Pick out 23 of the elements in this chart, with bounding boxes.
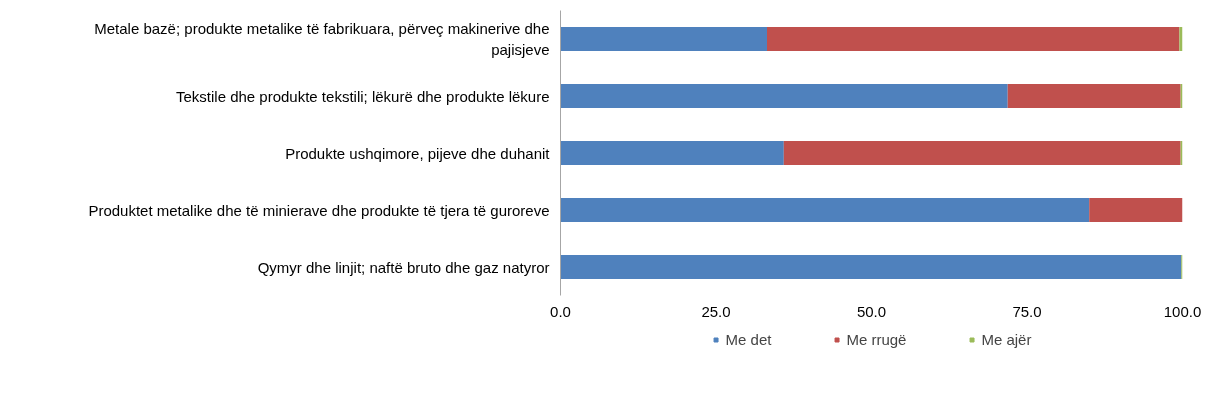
bar <box>783 141 1181 165</box>
x-tick-label: 50.0 <box>856 302 887 320</box>
bar <box>560 255 1182 279</box>
bar <box>560 198 1090 222</box>
legend-label: Me det <box>725 330 772 348</box>
legend-label: Me ajër <box>981 330 1032 348</box>
y-tick-label: Metale bazë; produkte metalike të fabrikuara, përveç makinerive dhe pajisjeve <box>94 20 550 58</box>
bar <box>767 27 1180 51</box>
y-tick-label: Tekstile dhe produkte tekstili; lëkurë dhe produkte lëkure <box>175 87 550 105</box>
y-tick-label: Qymyr dhe linjit; naftë bruto dhe gaz natyror <box>257 258 550 276</box>
y-tick-label: Produktet metalike dhe të minierave dhe produkte të tjera të guroreve <box>88 201 550 219</box>
bar <box>1179 27 1183 51</box>
x-tick-label: 25.0 <box>701 302 731 320</box>
bar <box>1089 198 1183 222</box>
bar <box>560 84 1008 108</box>
bar <box>560 27 767 51</box>
x-tick-label: 0.0 <box>550 302 571 320</box>
legend-label: Me rrugë <box>846 330 907 348</box>
y-tick-label: Produkte ushqimore, pijeve dhe duhanit <box>285 144 551 162</box>
bar <box>1007 84 1181 108</box>
bar <box>560 141 784 165</box>
x-tick-label: 75.0 <box>1012 302 1042 320</box>
x-tick-label: 100.0 <box>1163 302 1202 320</box>
